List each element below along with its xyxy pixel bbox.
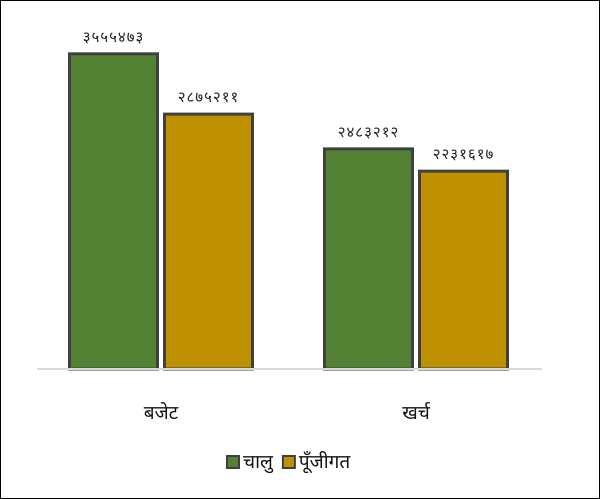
bars-layer	[68, 52, 509, 371]
category-label-1: बजेट	[144, 401, 179, 424]
legend-swatch-1	[226, 455, 240, 469]
bar-1-series-1	[68, 52, 159, 371]
bar-2-series-1	[323, 147, 414, 371]
legend: चालु पूँजीगत	[226, 450, 352, 474]
data-label-2-series-2: २२३१६१७	[433, 145, 495, 163]
legend-swatch-2	[281, 455, 296, 469]
bar-2-series-2	[418, 169, 509, 371]
data-label-1-series-2: २८७५२११	[178, 88, 240, 106]
category-label-2: खर्च	[402, 401, 431, 424]
legend-label-1: चालु	[243, 451, 274, 474]
data-label-2-series-1: २४८३२१२	[338, 123, 400, 141]
labels-layer: ३५५५४७३ २८७५२११ बजेट २४८३२१२ २२३१६१७ खर्च	[83, 28, 495, 424]
legend-label-2: पूँजीगत	[299, 450, 352, 474]
data-label-1-series-1: ३५५५४७३	[83, 28, 145, 46]
bar-1-series-2	[163, 112, 254, 371]
